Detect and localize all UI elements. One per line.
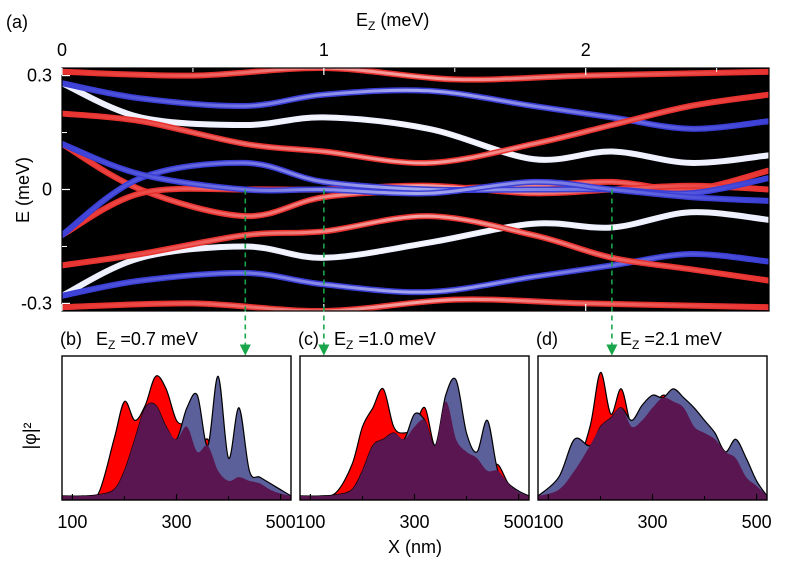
panel-c-label: (c) bbox=[298, 329, 319, 349]
panel-d-label: (d) bbox=[536, 329, 558, 349]
panel-a-xlabel-unit: (meV) bbox=[375, 10, 429, 30]
panel-title-sub: Z bbox=[632, 338, 639, 352]
panel-b-label: (b) bbox=[60, 329, 82, 349]
band-highlight bbox=[62, 184, 769, 237]
band-highlight bbox=[62, 93, 769, 165]
panel-title-main: E bbox=[620, 329, 632, 349]
density-area-blue bbox=[62, 375, 291, 500]
panel-title-sub: Z bbox=[346, 338, 353, 352]
panel-c-title: EZ =1.0 meV bbox=[334, 329, 436, 352]
panel-x-tick-label: 100 bbox=[295, 512, 325, 532]
density-area-overlap bbox=[62, 403, 291, 500]
band-highlight bbox=[62, 297, 769, 311]
panel-a-y-tick-label: -0.3 bbox=[21, 293, 52, 313]
panel-x-tick-label: 300 bbox=[399, 512, 429, 532]
panel-a-y-tick-label: 0 bbox=[42, 180, 52, 200]
band-highlight bbox=[62, 210, 769, 298]
band-highlight bbox=[62, 142, 769, 203]
panel-x-tick-label: 100 bbox=[533, 512, 563, 532]
panel-title-value: =1.0 meV bbox=[353, 329, 436, 349]
panel-a-x-tick-label: 2 bbox=[581, 40, 591, 60]
panel-a-ylabel: E (meV) bbox=[13, 157, 33, 223]
panel-a-x-tick-label: 1 bbox=[319, 40, 329, 60]
panel-x-tick-label: 300 bbox=[161, 512, 191, 532]
band-highlight bbox=[62, 81, 769, 131]
panel-d: (d) EZ =2.1 meV 100 300 500 bbox=[533, 329, 771, 532]
panel-title-value: =2.1 meV bbox=[639, 329, 722, 349]
bottom-xlabel: X (nm) bbox=[388, 537, 442, 557]
band-highlight bbox=[62, 252, 769, 298]
panel-b-title: EZ =0.7 meV bbox=[96, 329, 198, 352]
panel-a-ticks: 0 1 20.30-0.3 bbox=[21, 40, 770, 313]
panel-x-tick-label: 300 bbox=[637, 512, 667, 532]
panel-a-x-tick-label: 0 bbox=[57, 40, 67, 60]
panel-d-title: EZ =2.1 meV bbox=[620, 329, 722, 352]
panel-a-label: (a) bbox=[6, 12, 28, 32]
band-highlight bbox=[62, 81, 769, 165]
panel-x-tick-label: 100 bbox=[57, 512, 87, 532]
band-highlight bbox=[62, 68, 769, 82]
density-area-overlap bbox=[300, 401, 529, 500]
panel-x-tick-label: 500 bbox=[266, 512, 296, 532]
panel-a-y-tick-label: 0.3 bbox=[27, 66, 52, 86]
band-highlight bbox=[62, 214, 769, 283]
panel-title-sub: Z bbox=[108, 338, 115, 352]
density-area-overlap bbox=[538, 397, 767, 500]
panel-b: (b) EZ =0.7 meV 100 300 500 bbox=[57, 329, 295, 532]
panel-x-tick-label: 500 bbox=[742, 512, 772, 532]
panel-x-tick-label: 500 bbox=[504, 512, 534, 532]
panel-b-ylabel: |φ|² bbox=[20, 422, 40, 449]
panel-title-main: E bbox=[334, 329, 346, 349]
svg-text:EZ (meV): EZ (meV) bbox=[356, 10, 429, 33]
panel-a-xlabel: EZ (meV) bbox=[356, 10, 429, 33]
panel-title-main: E bbox=[96, 329, 108, 349]
panel-title-value: =0.7 meV bbox=[115, 329, 198, 349]
panel-a-xlabel-sub: Z bbox=[368, 19, 375, 33]
panel-c: (c) EZ =1.0 meV 100 300 500 bbox=[295, 329, 533, 532]
panel-a-bands bbox=[62, 68, 769, 311]
panel-a-xlabel-main: E bbox=[356, 10, 368, 30]
